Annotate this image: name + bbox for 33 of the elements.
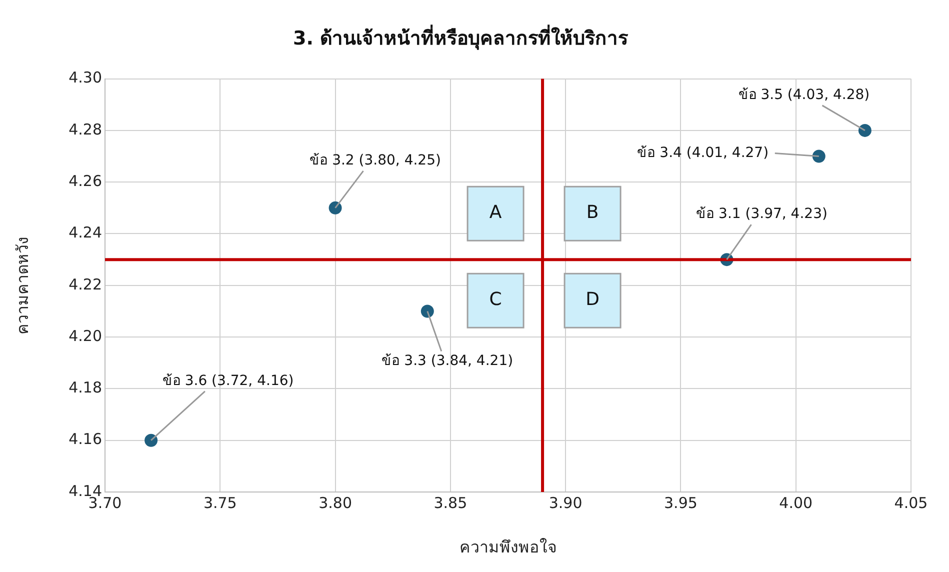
data-label: ข้อ 3.2 (3.80, 4.25) bbox=[310, 152, 441, 169]
point bbox=[420, 304, 434, 318]
data-label: ข้อ 3.1 (3.97, 4.23) bbox=[696, 206, 828, 222]
data-label: ข้อ 3.6 (3.72, 4.16) bbox=[162, 372, 294, 389]
y-tick-label: 4.16 bbox=[68, 430, 102, 448]
x-tick-label: 4.05 bbox=[894, 494, 928, 512]
y-tick-label: 4.26 bbox=[68, 172, 102, 190]
chart-title: 3. ด้านเจ้าหน้าที่หรือบุคลากรที่ให้บริการ bbox=[292, 24, 630, 50]
point bbox=[858, 124, 872, 137]
x-tick-label: 3.75 bbox=[203, 494, 237, 512]
y-axis-title: ความคาดหวัง bbox=[12, 236, 32, 334]
annotation: D bbox=[586, 289, 600, 310]
point bbox=[144, 434, 158, 447]
y-tick-label: 4.18 bbox=[68, 378, 102, 397]
x-tick-label: 3.85 bbox=[434, 494, 468, 512]
y-tick-label: 4.22 bbox=[68, 275, 102, 294]
annotation: C bbox=[489, 289, 502, 310]
y-tick-label: 4.28 bbox=[68, 120, 102, 138]
x-tick-label: 3.80 bbox=[318, 494, 352, 512]
x-tick-label: 3.90 bbox=[548, 494, 582, 512]
annotation: A bbox=[489, 202, 502, 224]
x-tick-label: 4.00 bbox=[779, 494, 813, 512]
point bbox=[328, 201, 342, 214]
x-tick-label: 3.95 bbox=[664, 494, 698, 512]
data-label: ข้อ 3.3 (3.84, 4.21) bbox=[382, 352, 514, 369]
annotation: B bbox=[586, 202, 599, 224]
data-label: ข้อ 3.4 (4.01, 4.27) bbox=[637, 144, 769, 161]
y-tick-label: 4.24 bbox=[68, 224, 102, 242]
point bbox=[812, 150, 826, 163]
data-label: ข้อ 3.5 (4.03, 4.28) bbox=[738, 87, 870, 104]
x-axis-title: ความพึงพอใจ bbox=[460, 538, 556, 557]
y-tick-label: 4.20 bbox=[68, 326, 102, 345]
y-tick-label: 4.30 bbox=[68, 68, 102, 87]
